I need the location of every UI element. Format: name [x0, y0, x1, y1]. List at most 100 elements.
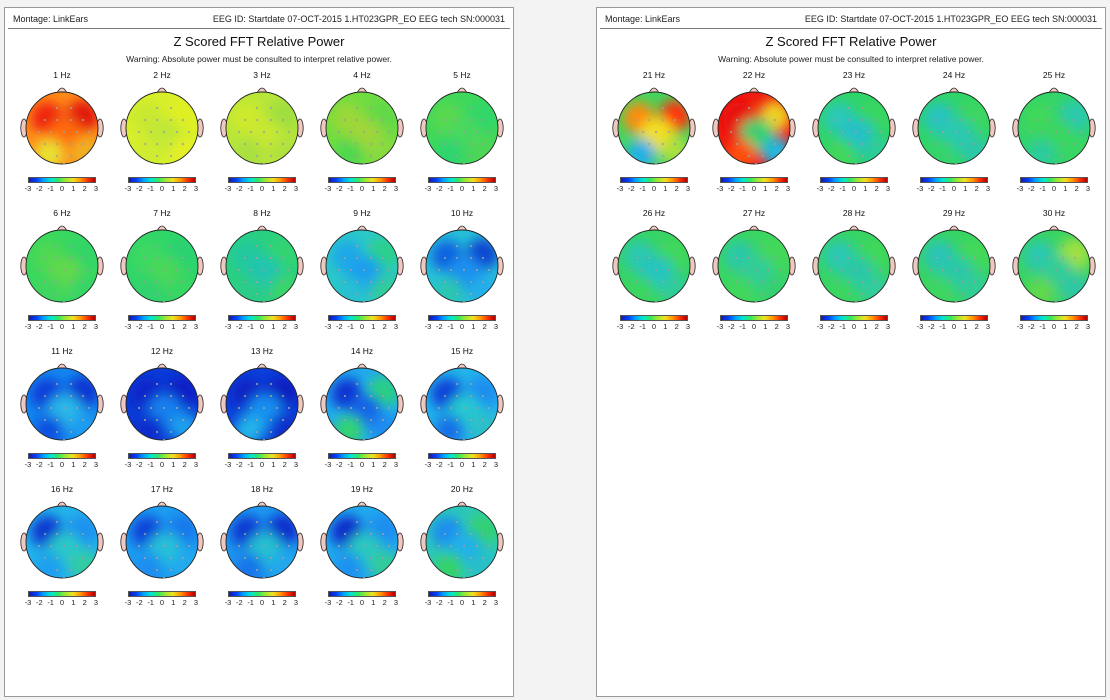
electrode-dot — [761, 106, 765, 110]
head-outline — [125, 229, 199, 303]
electrode-dot — [269, 532, 273, 536]
topomap-4-hz: 4 Hz -3 -2 -1 0 1 2 3 — [314, 70, 410, 204]
electrode-dot — [169, 154, 173, 158]
header-divider — [600, 28, 1102, 29]
electrode-dot — [455, 118, 459, 122]
electrode-dot — [879, 130, 883, 134]
electrode-dot — [281, 256, 285, 260]
electrode-dot — [275, 268, 279, 272]
colorbar-tick-label: 1 — [371, 598, 376, 607]
electrode-dot — [243, 418, 247, 422]
electrode-dot — [369, 292, 373, 296]
electrode-dot — [773, 118, 777, 122]
electrode-dot — [169, 418, 173, 422]
electrode-dot — [62, 406, 66, 410]
electrode-dot — [55, 394, 59, 398]
electrode-dot — [929, 130, 933, 134]
electrode-dot — [249, 406, 253, 410]
electrode-dot — [55, 256, 59, 260]
colorbar-tick-label: 2 — [282, 460, 287, 469]
scalp-map — [120, 501, 204, 580]
electrode-dot — [469, 556, 473, 560]
colorbar-tick-label: 2 — [382, 322, 387, 331]
electrode-dot — [55, 244, 59, 248]
electrode-dot — [443, 394, 447, 398]
electrode-dot — [641, 268, 645, 272]
power-region — [726, 277, 756, 302]
electrode-dot — [69, 568, 73, 572]
electrode-dot — [369, 532, 373, 536]
colorbar-tick-label: -1 — [839, 322, 846, 331]
electrode-dot — [143, 256, 147, 260]
electrode-dot — [69, 382, 73, 386]
electrode-dot — [369, 256, 373, 260]
scalp-map — [420, 225, 504, 304]
colorbar — [28, 591, 96, 597]
electrode-dot — [761, 244, 765, 248]
electrode-dot — [369, 280, 373, 284]
colorbar-tick-label: 3 — [393, 184, 399, 193]
eeg-id-label: EEG ID: Startdate 07-OCT-2015 1.HT023GPR… — [212, 14, 505, 24]
warning-text: Warning: Absolute power must be consulte… — [718, 54, 984, 64]
electrode-dot — [455, 292, 459, 296]
electrode-dot — [369, 106, 373, 110]
electrode-dot — [469, 394, 473, 398]
electrode-dot — [255, 106, 259, 110]
power-region — [434, 139, 464, 164]
frequency-label: 10 Hz — [450, 208, 474, 218]
electrode-dot — [187, 130, 191, 134]
electrode-dot — [243, 556, 247, 560]
electrode-dot — [487, 268, 491, 272]
electrode-dot — [455, 430, 459, 434]
montage-label: Montage: LinkEars — [13, 14, 89, 24]
colorbar-tick-label: 0 — [751, 184, 757, 193]
power-region — [826, 139, 856, 164]
electrode-dot — [175, 130, 179, 134]
colorbar-tick-label: 0 — [159, 460, 165, 469]
topomap-3-hz: 3 Hz -3 -2 -1 0 1 2 3 — [214, 70, 310, 204]
electrode-dot — [661, 256, 665, 260]
electrode-dot — [62, 268, 66, 272]
topomap-23-hz: 23 Hz -3 -2 -1 0 1 2 3 — [806, 70, 902, 204]
electrode-dot — [337, 406, 341, 410]
electrode-dot — [979, 268, 983, 272]
electrode-dot — [767, 130, 771, 134]
colorbar-tick-label: -3 — [24, 184, 32, 193]
head-outline — [917, 91, 991, 165]
colorbar-tick-label: 3 — [785, 322, 791, 331]
colorbar-tick-label: 1 — [271, 322, 276, 331]
scalp-map — [320, 87, 404, 166]
electrode-dot — [69, 280, 73, 284]
electrode-dot — [155, 520, 159, 524]
electrode-dot — [162, 576, 166, 580]
electrode-dot — [87, 406, 91, 410]
electrode-dot — [169, 430, 173, 434]
electrode-dot — [69, 532, 73, 536]
electrode-dot — [55, 106, 59, 110]
colorbar-tick-label: 2 — [674, 184, 679, 193]
electrode-dot — [954, 162, 958, 166]
electrode-dot — [469, 382, 473, 386]
electrode-dot — [973, 118, 977, 122]
electrode-dot — [647, 280, 651, 284]
electrode-dot — [1047, 244, 1051, 248]
electrode-dot — [761, 280, 765, 284]
colorbar-ticks: -3 -2 -1 0 1 2 3 — [614, 322, 694, 332]
frequency-label: 2 Hz — [153, 70, 171, 80]
topomap-16-hz: 16 Hz -3 -2 -1 0 1 2 3 — [14, 484, 110, 618]
electrode-dot — [443, 118, 447, 122]
electrode-dot — [369, 430, 373, 434]
electrode-dot — [455, 244, 459, 248]
electrode-dot — [155, 394, 159, 398]
colorbar-ticks: -3 -2 -1 0 1 2 3 — [714, 322, 794, 332]
electrode-dot — [181, 280, 185, 284]
scalp-map — [912, 87, 996, 166]
electrode-dot — [343, 394, 347, 398]
electrode-dot — [262, 544, 266, 548]
colorbar-tick-label: -2 — [335, 460, 343, 469]
electrode-dot — [455, 256, 459, 260]
colorbar-tick-label: 1 — [863, 184, 868, 193]
electrode-dot — [81, 142, 85, 146]
colorbar-tick-label: 2 — [82, 184, 87, 193]
head-outline — [325, 505, 399, 579]
